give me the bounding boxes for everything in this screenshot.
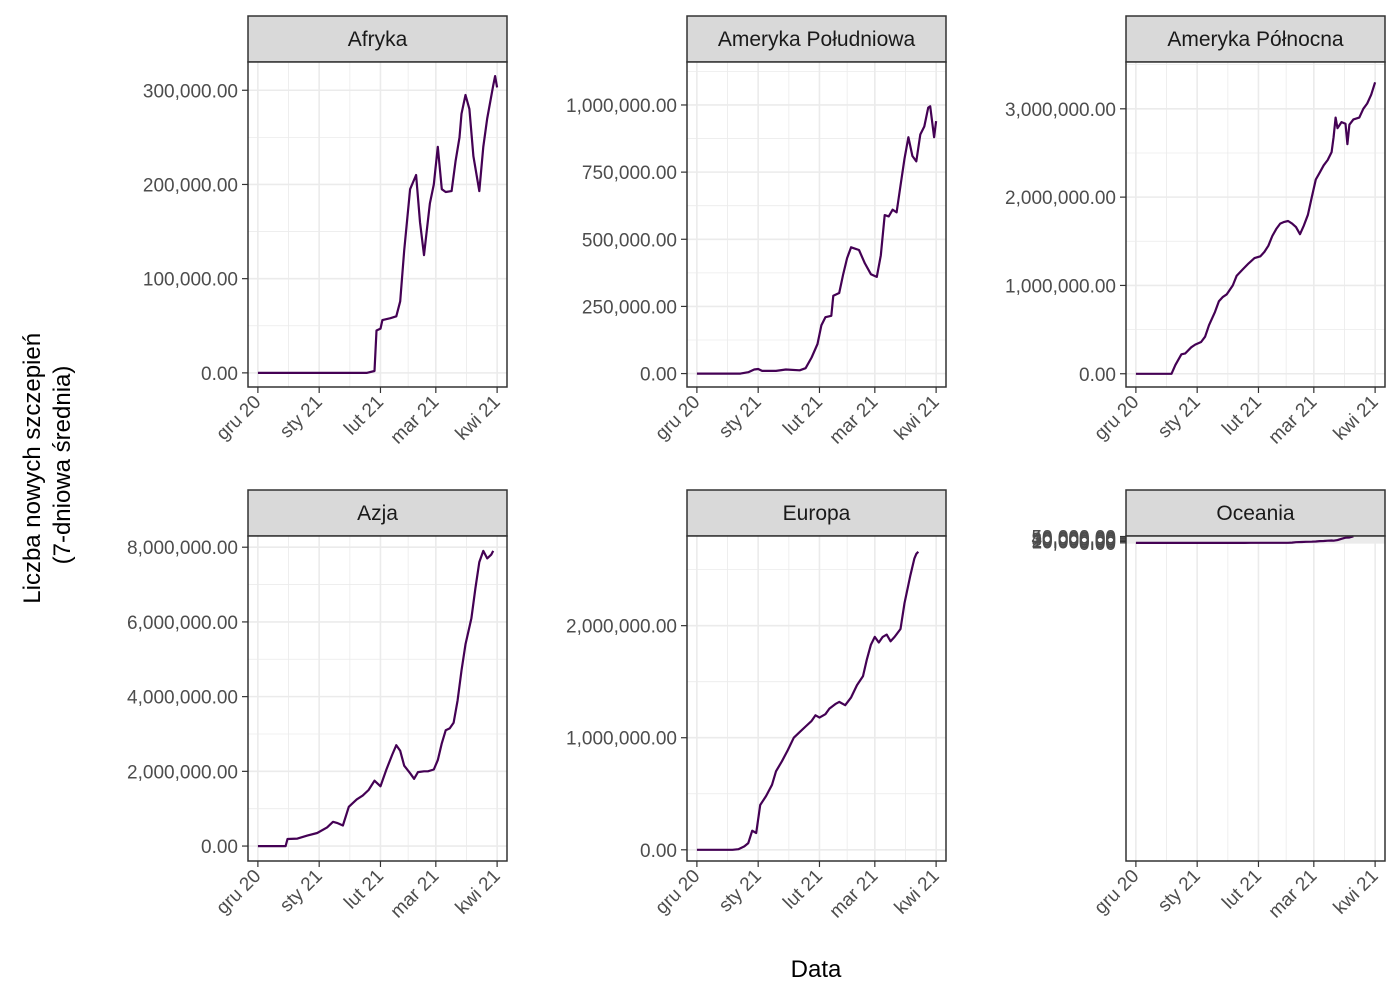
facet-strip <box>247 489 508 537</box>
y-tick-label: 10,000.00 <box>1031 533 1116 554</box>
x-axis-title: Data <box>791 956 842 983</box>
panel-border <box>1125 535 1386 862</box>
plot-background <box>248 536 507 861</box>
y-tick-label: 1,000,000.00 <box>1005 276 1116 297</box>
facet-oceania: Oceania 0.0010,000.0020,000.0030,000.0040… <box>1031 489 1386 923</box>
panel-border <box>247 61 508 388</box>
facet-ameryka-poludniowa: Ameryka Południowa 0.00 250,000.00 500,000.… <box>566 15 947 449</box>
x-tick-label: gru 20 <box>212 392 265 445</box>
series-line <box>1135 81 1377 375</box>
y-tick-label: 20,000.00 <box>1031 531 1116 552</box>
y-tick-label: 200,000.00 <box>143 175 238 196</box>
x-tick-label: kwi 21 <box>452 392 505 445</box>
plot-background <box>1126 536 1385 861</box>
x-tick-label: mar 21 <box>1265 392 1322 449</box>
x-tick-label: lut 21 <box>340 866 388 914</box>
y-tick-label: 3,000,000.00 <box>1005 100 1116 121</box>
facet-title: Azja <box>357 502 398 525</box>
y-axis-title: Liczba nowych szczepień (7-dniowa średni… <box>19 326 76 603</box>
x-tick-label: kwi 21 <box>1330 392 1383 445</box>
x-tick-label: gru 20 <box>1090 392 1143 445</box>
y-tick-label: 0.00 <box>1079 365 1116 386</box>
y-tick-label: 50,000.00 <box>1031 528 1116 549</box>
y-axis-title-line-1: Liczba nowych szczepień <box>19 333 46 604</box>
panel-border <box>686 61 947 388</box>
y-tick-label: 1,000,000.00 <box>566 96 677 117</box>
facet-title: Ameryka Południowa <box>718 28 916 51</box>
facet-strip <box>686 15 947 63</box>
plot-background <box>687 536 946 861</box>
y-tick-label: 750,000.00 <box>582 163 677 184</box>
facet-title: Ameryka Północna <box>1167 28 1344 51</box>
panel-border <box>686 535 947 862</box>
plot-background <box>687 62 946 387</box>
facet-title: Afryka <box>348 28 408 51</box>
x-tick-label: lut 21 <box>1218 866 1266 914</box>
y-axis-title-line-2: (7-dniowa średnia) <box>49 366 76 565</box>
facet-europa: Europa 0.00 1,000,000.00 2,000,000.00 gru 20… <box>566 489 947 923</box>
facet-azja: Azja 0.00 2,000,000.00 4,000,000.00 6,000,00… <box>127 489 508 923</box>
y-tick-label: 2,000,000.00 <box>127 762 238 783</box>
facet-ameryka-polnocna: Ameryka Północna 0.00 1,000,000.00 2,000,00… <box>1005 15 1386 449</box>
facet-title: Oceania <box>1216 502 1295 525</box>
x-tick-label: gru 20 <box>651 392 704 445</box>
x-tick-label: lut 21 <box>779 392 827 440</box>
x-tick-label: sty 21 <box>715 866 766 917</box>
x-tick-label: mar 21 <box>826 866 883 923</box>
facet-afryka: Afryka 0.00 100,000.00 200,000.00 300,000.00… <box>143 15 508 449</box>
x-tick-label: mar 21 <box>387 392 444 449</box>
facet-strip <box>1125 489 1386 537</box>
x-tick-label: gru 20 <box>212 866 265 919</box>
y-tick-label: 8,000,000.00 <box>127 538 238 559</box>
x-tick-label: sty 21 <box>715 392 766 443</box>
y-tick-label: 100,000.00 <box>143 270 238 291</box>
y-tick-label: 0.00 <box>201 364 238 385</box>
x-tick-label: sty 21 <box>1154 392 1205 443</box>
y-tick-label: 500,000.00 <box>582 230 677 251</box>
x-tick-label: mar 21 <box>826 392 883 449</box>
series-line <box>257 75 499 374</box>
plot-background <box>248 62 507 387</box>
x-tick-label: lut 21 <box>779 866 827 914</box>
y-tick-label: 300,000.00 <box>143 81 238 102</box>
x-tick-label: mar 21 <box>1265 866 1322 923</box>
x-tick-label: lut 21 <box>1218 392 1266 440</box>
plot-background <box>1126 62 1385 387</box>
x-tick-label: sty 21 <box>276 866 327 917</box>
y-tick-label: 30,000.00 <box>1031 530 1116 551</box>
y-tick-label: 40,000.00 <box>1031 529 1116 550</box>
y-tick-label: 0.00 <box>640 365 677 386</box>
y-tick-label: 2,000,000.00 <box>566 617 677 638</box>
series-line <box>1135 535 1354 544</box>
series-line <box>696 105 938 375</box>
panel-border <box>1125 61 1386 388</box>
x-tick-label: mar 21 <box>387 866 444 923</box>
x-tick-label: gru 20 <box>651 866 704 919</box>
y-tick-label: 0.00 <box>201 837 238 858</box>
x-tick-label: kwi 21 <box>452 866 505 919</box>
x-tick-label: sty 21 <box>276 392 327 443</box>
series-line <box>696 550 920 851</box>
facet-title: Europa <box>783 502 851 525</box>
y-tick-label: 6,000,000.00 <box>127 613 238 634</box>
facet-strip <box>1125 15 1386 63</box>
x-tick-label: kwi 21 <box>891 866 944 919</box>
y-tick-label: 250,000.00 <box>582 297 677 318</box>
series-line <box>257 549 495 848</box>
y-tick-label: 1,000,000.00 <box>566 729 677 750</box>
x-tick-label: gru 20 <box>1090 866 1143 919</box>
x-tick-label: kwi 21 <box>1330 866 1383 919</box>
y-tick-label: 0.00 <box>640 841 677 862</box>
panel-border <box>247 535 508 862</box>
y-tick-label: 0.00 <box>1079 534 1116 555</box>
x-tick-label: lut 21 <box>340 392 388 440</box>
x-tick-label: kwi 21 <box>891 392 944 445</box>
x-tick-label: sty 21 <box>1154 866 1205 917</box>
y-tick-label: 2,000,000.00 <box>1005 188 1116 209</box>
facet-panels: Afryka 0.00 100,000.00 200,000.00 300,000.00… <box>127 15 1386 923</box>
facet-strip <box>247 15 508 63</box>
y-tick-label: 4,000,000.00 <box>127 688 238 709</box>
